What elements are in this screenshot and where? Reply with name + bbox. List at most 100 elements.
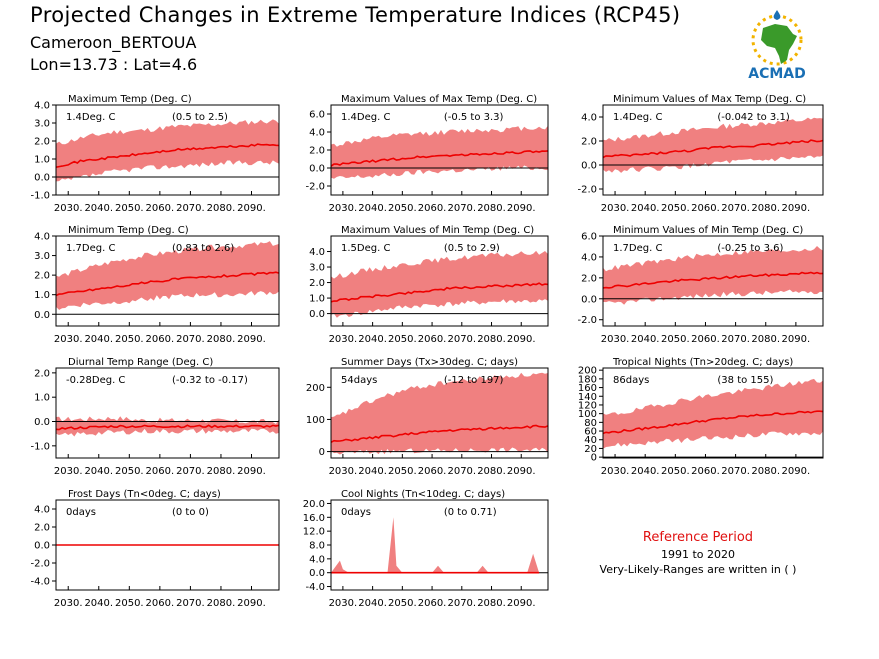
reference-period-note: Very-Likely-Ranges are written in ( ) <box>599 563 797 576</box>
change-value-label: 1.4Deg. C <box>341 112 390 123</box>
range-band <box>331 250 548 318</box>
change-value-label: 1.5Deg. C <box>341 243 390 254</box>
x-tick-label: 2070. <box>721 203 750 214</box>
chart-title: Minimum Temp (Deg. C) <box>68 225 189 236</box>
x-tick-label: 2040. <box>358 203 387 214</box>
x-tick-label: 2060. <box>418 598 447 609</box>
y-tick-label: -1.0 <box>30 441 50 452</box>
y-tick-label: 0.0 <box>309 309 325 320</box>
y-tick-label: 20 <box>584 444 597 455</box>
y-tick-label: -4.0 <box>30 577 50 588</box>
plot-frame <box>602 104 824 196</box>
y-tick-label: 0.0 <box>34 173 50 184</box>
y-tick-label: 8.0 <box>309 541 325 552</box>
x-tick-label: 2070. <box>176 466 205 477</box>
y-tick-label: 0.0 <box>581 294 597 305</box>
x-tick-label: 2090. <box>507 203 536 214</box>
range-band <box>56 241 279 310</box>
y-tick-label: 2.0 <box>309 146 325 157</box>
x-tick-label: 2040. <box>84 334 113 345</box>
x-tick-label: 2080. <box>477 466 506 477</box>
x-tick-label: 2040. <box>358 466 387 477</box>
chart-title: Cool Nights (Tn<10deg. C; days) <box>341 489 505 500</box>
x-tick-label: 2080. <box>207 334 236 345</box>
x-tick-label: 2040. <box>631 466 660 477</box>
y-tick-label: 0.0 <box>34 417 50 428</box>
y-tick-label: 2.0 <box>34 368 50 379</box>
x-tick-label: 2060. <box>691 466 720 477</box>
y-tick-label: 0 <box>319 447 325 458</box>
likely-range-label: (38 to 155) <box>717 375 773 386</box>
x-tick-label: 2030. <box>601 334 630 345</box>
likely-range-label: (-0.32 to -0.17) <box>172 375 248 386</box>
africa-map-icon <box>761 24 797 64</box>
median-line <box>602 410 824 435</box>
plot-frame <box>602 235 824 327</box>
y-tick-label: 3.0 <box>309 263 325 274</box>
y-tick-label: 1.0 <box>309 294 325 305</box>
y-tick-label: -1.0 <box>30 191 50 202</box>
median-line <box>602 271 824 289</box>
reference-period-title: Reference Period <box>642 530 754 545</box>
x-tick-label: 2080. <box>207 466 236 477</box>
range-band <box>603 117 823 173</box>
x-tick-label: 2030. <box>54 334 83 345</box>
x-tick-label: 2050. <box>388 598 417 609</box>
page-title: Projected Changes in Extreme Temperature… <box>30 3 681 27</box>
change-value-label: 1.4Deg. C <box>66 112 115 123</box>
likely-range-label: (-0.5 to 3.3) <box>444 112 504 123</box>
chart-panel-4: 0.0 1.0 2.0 3.0 4.0 2030. 2040. 2050. 2060. 2070.… <box>34 225 280 345</box>
x-tick-label: 2090. <box>782 334 811 345</box>
plot-frame <box>602 367 824 459</box>
x-tick-label: 2050. <box>661 203 690 214</box>
change-value-label: 1.7Deg. C <box>66 243 115 254</box>
likely-range-label: (-0.042 to 3.1) <box>717 112 789 123</box>
chart-panel-8: 0 100 200 2030. 2040. 2050. 2060. 2070. 2080. 209… <box>306 357 549 477</box>
x-tick-label: 2030. <box>601 203 630 214</box>
y-tick-label: 0.0 <box>34 541 50 552</box>
y-tick-label: 40 <box>584 435 597 446</box>
x-tick-label: 2070. <box>176 598 205 609</box>
chart-title: Tropical Nights (Tn>20deg. C; days) <box>612 357 793 368</box>
change-value-label: 0days <box>341 507 371 518</box>
likely-range-label: (0 to 0.71) <box>444 507 497 518</box>
x-tick-label: 2080. <box>751 203 780 214</box>
x-tick-label: 2070. <box>176 203 205 214</box>
y-tick-label: -2.0 <box>577 315 597 326</box>
chart-panel-11: -4.0 0.0 4.0 8.0 12.0 16.0 20.0 2030. 2040. 2050.… <box>303 489 549 609</box>
x-tick-label: 2080. <box>207 598 236 609</box>
x-tick-label: 2060. <box>418 334 447 345</box>
y-tick-label: 2.0 <box>581 137 597 148</box>
y-tick-label: 3.0 <box>34 251 50 262</box>
y-tick-label: 2.0 <box>34 523 50 534</box>
y-tick-label: 0 <box>591 453 597 464</box>
y-tick-label: 4.0 <box>309 247 325 258</box>
x-tick-label: 2070. <box>447 203 476 214</box>
range-band <box>331 125 548 179</box>
x-tick-label: 2030. <box>329 598 358 609</box>
y-tick-label: 4.0 <box>309 128 325 139</box>
x-tick-label: 2060. <box>691 334 720 345</box>
x-tick-label: 2030. <box>54 203 83 214</box>
x-tick-label: 2030. <box>54 466 83 477</box>
plot-frame <box>55 235 280 327</box>
y-tick-label: 6.0 <box>581 232 597 243</box>
x-tick-label: 2040. <box>631 334 660 345</box>
x-tick-label: 2070. <box>447 598 476 609</box>
y-tick-label: 6.0 <box>309 110 325 121</box>
x-tick-label: 2060. <box>418 466 447 477</box>
likely-range-label: (0.5 to 2.9) <box>444 243 500 254</box>
y-tick-label: 0.0 <box>309 568 325 579</box>
change-value-label: 86days <box>613 375 649 386</box>
y-tick-label: 2.0 <box>309 278 325 289</box>
change-value-label: 0days <box>66 507 96 518</box>
x-tick-label: 2040. <box>84 466 113 477</box>
station-name: Cameroon_BERTOUA <box>30 33 197 52</box>
y-tick-label: 1.0 <box>34 393 50 404</box>
median-line <box>330 424 549 444</box>
x-tick-label: 2060. <box>691 203 720 214</box>
x-tick-label: 2090. <box>237 598 266 609</box>
